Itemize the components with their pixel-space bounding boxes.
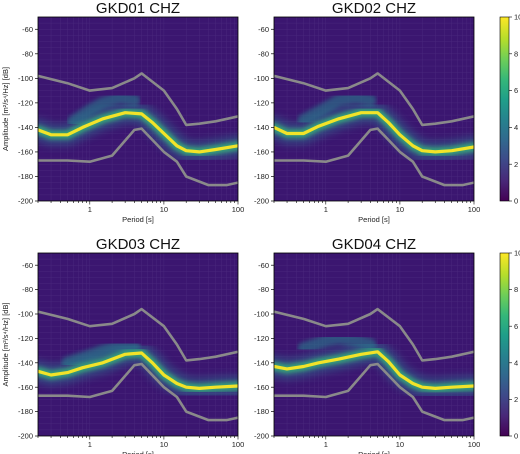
colorbar-tick-label: 2 [514, 395, 518, 404]
new-low-noise-model [38, 127, 238, 187]
psd-panel-1: -60 -80 -100 -120 -140 -160 -180 -200 1 10 100 GKD0… [1, 0, 244, 224]
new-high-noise-model [274, 307, 474, 362]
new-high-noise-model [274, 72, 474, 127]
y-tick-label: -160 [18, 383, 33, 392]
density-mode-curve [274, 111, 474, 154]
panel-title: GKD02 CHZ [332, 0, 416, 17]
density-secondary-branch [61, 339, 141, 369]
plot-frame [37, 252, 239, 437]
plot-frame [37, 16, 239, 202]
colorbar-tick-label: 6 [514, 86, 518, 95]
y-tick-label: -60 [258, 261, 269, 270]
y-tick-label: -80 [258, 285, 269, 294]
panel-title: GKD03 CHZ [96, 236, 180, 253]
psd-panel-2: -60 -80 -100 -120 -140 -160 -180 -200 1 10 100 GKD0… [254, 0, 480, 224]
plot-area [274, 17, 474, 201]
psd-panel-3: -60 -80 -100 -120 -140 -160 -180 -200 1 10 100 GKD0… [1, 236, 244, 454]
y-tick-label: -120 [254, 334, 269, 343]
y-tick-label: -60 [22, 25, 33, 34]
panel-title: GKD01 CHZ [96, 0, 180, 17]
x-tick-label: 10 [396, 205, 404, 214]
y-tick-label: -100 [254, 74, 269, 83]
x-tick-label: 10 [160, 440, 168, 449]
colorbar-tick-label: 6 [514, 322, 518, 331]
y-tick-label: -80 [22, 49, 33, 58]
colorbar-tick-label: 0 [514, 432, 518, 441]
plot-area [38, 253, 238, 436]
y-tick-label: -140 [18, 123, 33, 132]
colorbar-tick-label: 8 [514, 285, 518, 294]
x-axis-label: Period [s] [358, 450, 390, 454]
y-tick-label: -180 [18, 172, 33, 181]
y-tick-label: -100 [254, 310, 269, 319]
density-secondary-branch [67, 92, 141, 128]
x-tick-label: 1 [88, 205, 92, 214]
density-mode-curve [38, 351, 238, 390]
x-tick-label: 100 [232, 205, 245, 214]
x-axis-label: Period [s] [122, 450, 154, 454]
x-tick-label: 100 [232, 440, 245, 449]
y-tick-label: -120 [18, 98, 33, 107]
y-tick-label: -200 [18, 432, 33, 441]
y-axis-label: Amplitude [m²/s⁴/Hz] [dB] [1, 67, 10, 151]
y-tick-label: -100 [18, 74, 33, 83]
y-tick-label: -60 [258, 25, 269, 34]
x-tick-label: 10 [160, 205, 168, 214]
plot-frame [273, 16, 475, 202]
y-tick-label: -80 [258, 49, 269, 58]
x-tick-label: 1 [324, 205, 328, 214]
colorbar-gradient [499, 252, 510, 437]
plot-area [274, 253, 474, 436]
x-tick-label: 10 [396, 440, 404, 449]
y-tick-label: -200 [254, 197, 269, 206]
new-low-noise-model [38, 362, 238, 422]
y-tick-label: -80 [22, 285, 33, 294]
y-tick-label: -100 [18, 310, 33, 319]
colorbar-tick-label: 0 [514, 197, 518, 206]
x-axis-label: Period [s] [358, 215, 390, 224]
y-tick-label: -200 [254, 432, 269, 441]
y-tick-label: -160 [18, 148, 33, 157]
y-tick-label: -160 [254, 383, 269, 392]
plot-frame [273, 252, 475, 437]
x-axis-label: Period [s] [122, 215, 154, 224]
y-tick-label: -200 [18, 197, 33, 206]
plot-area [38, 17, 238, 201]
density-secondary-branch [297, 92, 377, 126]
x-tick-label: 100 [468, 205, 481, 214]
colorbar-tick-label: 8 [514, 49, 518, 58]
y-axis-label: Amplitude [m²/s⁴/Hz] [dB] [1, 302, 10, 386]
x-tick-label: 1 [88, 440, 92, 449]
density-mode-curve [274, 350, 474, 390]
colorbar-tick-label: 4 [514, 123, 518, 132]
new-low-noise-model [274, 127, 474, 187]
y-tick-label: -140 [254, 123, 269, 132]
psd-panel-4: -60 -80 -100 -120 -140 -160 -180 -200 1 10 100 GKD0… [254, 236, 480, 454]
y-tick-label: -180 [254, 407, 269, 416]
colorbar-tick-label: 10 [514, 249, 520, 258]
density-secondary-branch [297, 332, 377, 355]
y-tick-label: -160 [254, 148, 269, 157]
y-tick-label: -140 [254, 358, 269, 367]
panel-title: GKD04 CHZ [332, 236, 416, 253]
y-tick-label: -180 [18, 407, 33, 416]
y-tick-label: -60 [22, 261, 33, 270]
new-high-noise-model [38, 72, 238, 127]
y-tick-label: -140 [18, 358, 33, 367]
new-high-noise-model [38, 307, 238, 362]
density-mode-curve [38, 111, 238, 154]
x-tick-label: 100 [468, 440, 481, 449]
colorbar-gradient [499, 16, 510, 202]
y-tick-label: -120 [254, 98, 269, 107]
colorbar-tick-label: 4 [514, 358, 518, 367]
new-low-noise-model [274, 362, 474, 422]
y-tick-label: -120 [18, 334, 33, 343]
colorbar-tick-label: 10 [514, 13, 520, 22]
x-tick-label: 1 [324, 440, 328, 449]
colorbar-tick-label: 2 [514, 160, 518, 169]
y-tick-label: -180 [254, 172, 269, 181]
